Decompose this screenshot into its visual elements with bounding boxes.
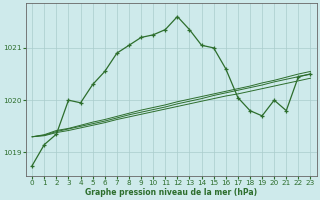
X-axis label: Graphe pression niveau de la mer (hPa): Graphe pression niveau de la mer (hPa) [85, 188, 257, 197]
